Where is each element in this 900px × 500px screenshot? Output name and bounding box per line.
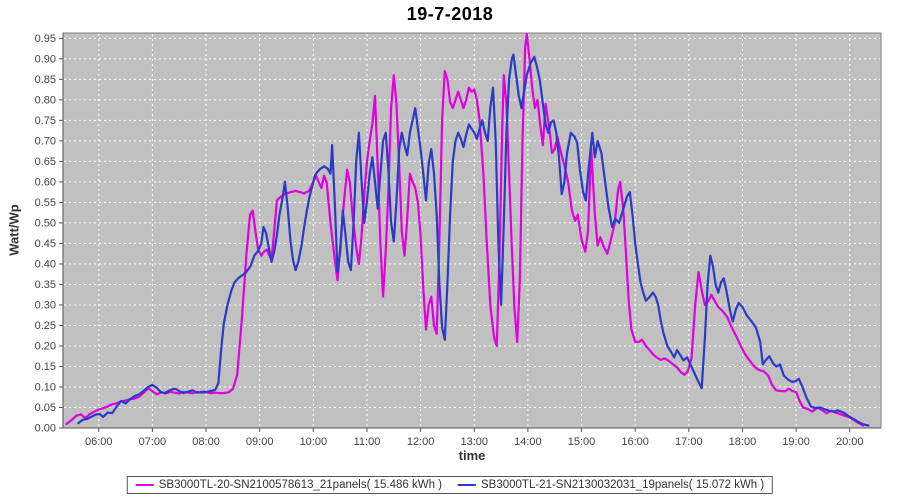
y-axis-title: Watt/Wp [6, 204, 22, 256]
y-tick-label: 0.40 [35, 258, 56, 270]
x-tick-label: 13:00 [460, 436, 488, 448]
chart-legend: SB3000TL-20-SN2100578613_21panels( 15.48… [126, 476, 774, 494]
legend-item-sb3000tl-20: SB3000TL-20-SN2100578613_21panels( 15.48… [135, 479, 442, 491]
x-tick-label: 10:00 [300, 436, 328, 448]
series-line-sb3000tl-20 [65, 33, 865, 427]
legend-line-swatch-sb3000tl-20 [135, 484, 154, 486]
y-tick-label: 0.70 [35, 135, 56, 147]
y-tick-label: 0.75 [35, 115, 56, 127]
x-tick-label: 12:00 [407, 436, 435, 448]
y-tick-label: 0.55 [35, 197, 56, 209]
legend-label-sb3000tl-21: SB3000TL-21-SN2130032031_19panels( 15.07… [481, 479, 765, 491]
x-tick-label: 16:00 [621, 436, 649, 448]
y-tick-label: 0.50 [35, 217, 56, 229]
x-tick-label: 18:00 [729, 436, 757, 448]
x-tick-label: 09:00 [246, 436, 274, 448]
y-tick-label: 0.25 [35, 320, 56, 332]
x-tick-label: 11:00 [354, 436, 381, 448]
y-tick-label: 0.85 [35, 74, 56, 86]
y-tick-label: 0.95 [35, 33, 56, 45]
x-tick-label: 06:00 [85, 436, 113, 448]
y-tick-label: 0.80 [35, 94, 56, 106]
y-tick-label: 0.30 [35, 299, 56, 311]
x-tick-label: 07:00 [139, 436, 167, 448]
y-tick-label: 0.10 [35, 381, 56, 393]
y-tick-label: 0.00 [35, 423, 56, 435]
plot-area [63, 33, 881, 428]
chart-title: 19-7-2018 [406, 4, 494, 24]
y-tick-label: 0.35 [35, 279, 56, 291]
series-line-sb3000tl-21 [77, 53, 870, 427]
legend-label-sb3000tl-20: SB3000TL-20-SN2100578613_21panels( 15.48… [158, 479, 442, 491]
y-tick-label: 0.05 [35, 402, 56, 414]
gridlines [64, 34, 880, 427]
axes [59, 33, 881, 432]
tick-labels: 0.00 0.05 0.10 0.15 0.20 0.25 0.30 0.35 0.40 0.45… [35, 33, 864, 448]
y-tick-label: 0.90 [35, 53, 56, 65]
y-tick-label: 0.45 [35, 238, 56, 250]
x-tick-label: 15:00 [568, 436, 596, 448]
y-tick-label: 0.65 [35, 156, 56, 168]
legend-item-sb3000tl-21: SB3000TL-21-SN2130032031_19panels( 15.07… [458, 479, 764, 491]
x-tick-label: 14:00 [514, 436, 542, 448]
x-axis-title: time [458, 448, 486, 463]
x-tick-label: 20:00 [836, 436, 864, 448]
y-tick-label: 0.60 [35, 176, 56, 188]
y-tick-label: 0.15 [35, 361, 56, 373]
legend-line-swatch-sb3000tl-21 [458, 484, 476, 486]
x-tick-label: 19:00 [782, 436, 810, 448]
y-tick-label: 0.20 [35, 340, 56, 352]
x-tick-label: 17:00 [675, 436, 703, 448]
x-tick-label: 08:00 [192, 436, 220, 448]
